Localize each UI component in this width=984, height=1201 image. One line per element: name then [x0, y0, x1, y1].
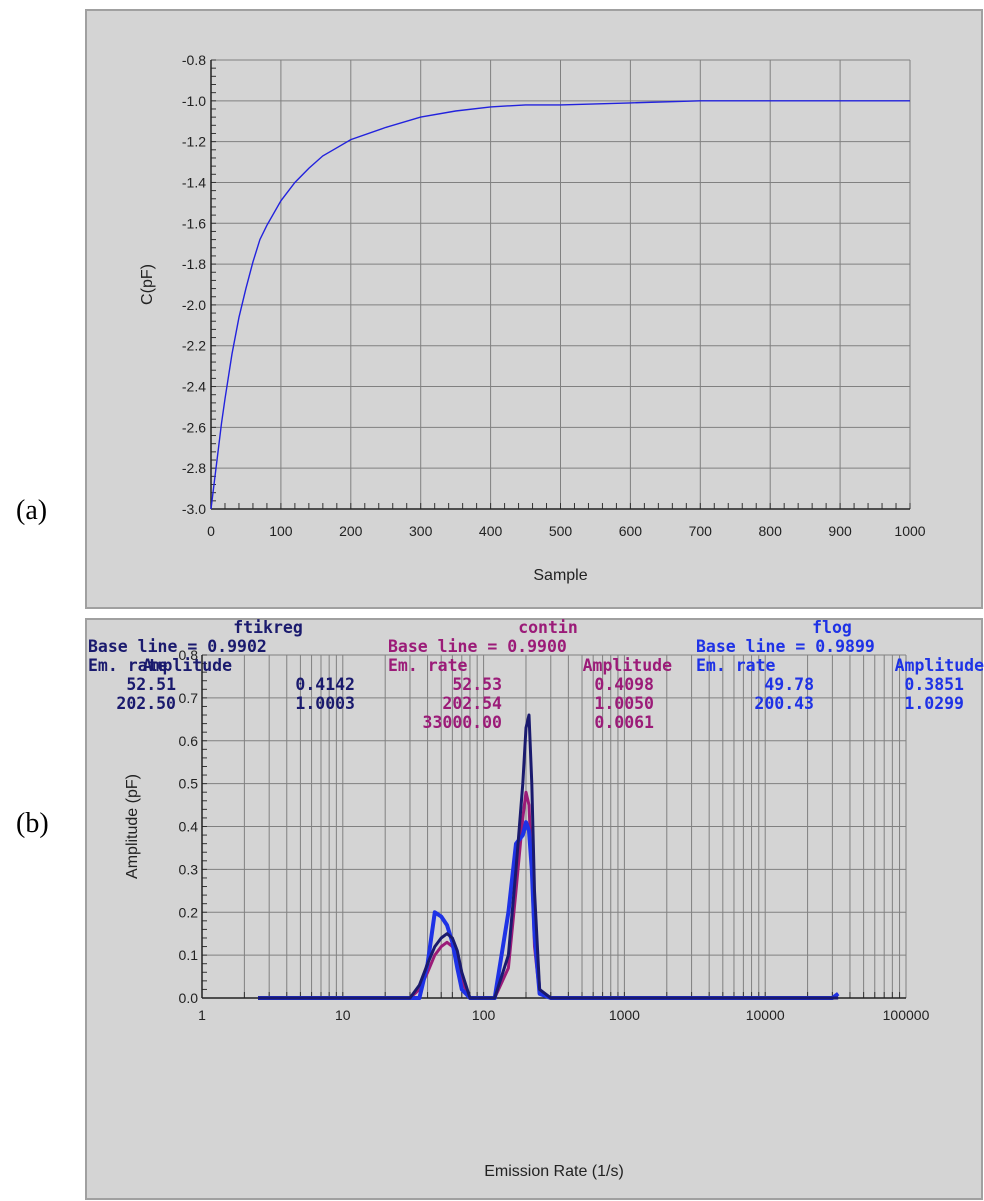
legend-ftikreg-name: ftikreg — [233, 618, 303, 637]
legend-ftikreg-rate-value: 202.50 — [116, 694, 176, 713]
panel-label-b: (b) — [16, 808, 49, 839]
x-tick-label: 0 — [207, 523, 215, 539]
y-tick-label: -0.8 — [182, 52, 206, 68]
x-axis-label: Emission Rate (1/s) — [484, 1163, 624, 1180]
legend-contin-amplitude-value: 0.0061 — [594, 713, 654, 732]
legend-contin-baseline: Base line = 0.9900 — [388, 637, 567, 656]
x-tick-label: 1000 — [894, 523, 925, 539]
legend-ftikreg-rate-value: 52.51 — [126, 675, 176, 694]
y-axis-label: Amplitude (pF) — [124, 774, 141, 879]
y-tick-label: -1.2 — [182, 134, 206, 150]
legend-flog-rate-value: 49.78 — [764, 675, 814, 694]
y-tick-label: -3.0 — [182, 501, 206, 517]
x-tick-label: 100000 — [883, 1007, 930, 1023]
legend-contin-rate-value: 33000.00 — [423, 713, 502, 732]
x-tick-label: 1000 — [609, 1007, 640, 1023]
x-tick-label: 10 — [335, 1007, 351, 1023]
legend-flog-name: flog — [812, 618, 852, 637]
y-tick-label: 0.2 — [179, 904, 199, 920]
legend-flog-col-emrate: Em. rate — [696, 656, 776, 675]
x-tick-label: 100 — [472, 1007, 496, 1023]
y-tick-label: -1.8 — [182, 256, 206, 272]
panel-label-a: (a) — [16, 495, 48, 526]
legend-contin-rate-value: 52.53 — [452, 675, 502, 694]
legend-flog-col-amplitude: Amplitude — [895, 656, 984, 675]
legend-contin-name: contin — [518, 618, 578, 637]
legend-ftikreg-col-emrate: Em. rate — [88, 656, 168, 675]
x-tick-label: 700 — [689, 523, 713, 539]
legend-contin-col-amplitude: Amplitude — [583, 656, 672, 675]
legend-ftikreg-amplitude-value: 1.0003 — [295, 694, 355, 713]
legend-contin-rate-value: 202.54 — [442, 694, 502, 713]
y-tick-label: -2.4 — [182, 379, 206, 395]
x-tick-label: 800 — [759, 523, 783, 539]
x-tick-label: 1 — [198, 1007, 206, 1023]
x-tick-label: 200 — [339, 523, 363, 539]
series-line — [210, 100, 910, 510]
chart-b: 1 10 100 1000 10000 100000 0.0 0.1 0.2 0.3 0.4 0.5 0… — [85, 618, 984, 1200]
y-tick-label: 0.3 — [179, 861, 199, 877]
y-tick-label: 0.7 — [179, 690, 199, 706]
x-tick-label: 10000 — [746, 1007, 785, 1023]
y-tick-label: 0.5 — [179, 776, 199, 792]
y-tick-label: 0.4 — [179, 819, 199, 835]
y-tick-label: -2.0 — [182, 297, 206, 313]
x-tick-label: 500 — [549, 523, 573, 539]
legend-ftikreg-amplitude-value: 0.4142 — [295, 675, 355, 694]
legend-flog-amplitude-value: 1.0299 — [904, 694, 964, 713]
x-tick-label: 300 — [409, 523, 433, 539]
x-tick-label: 900 — [828, 523, 852, 539]
legend-flog-baseline: Base line = 0.9899 — [696, 637, 875, 656]
legend-contin-amplitude-value: 0.4098 — [594, 675, 654, 694]
legend-flog-amplitude-value: 0.3851 — [904, 675, 964, 694]
y-tick-label: 0.8 — [179, 647, 199, 663]
x-tick-label: 100 — [269, 523, 293, 539]
legend-contin-col-emrate: Em. rate — [388, 656, 468, 675]
x-axis-label: Sample — [533, 567, 587, 584]
chart-a: 0 100 200 300 400 500 600 700 800 900 1000 -3.0 -2.8… — [85, 9, 983, 609]
legend-ftikreg-col-amplitude: Amplitude — [143, 656, 232, 675]
y-tick-label: -1.6 — [182, 215, 206, 231]
legend-flog-rate-value: 200.43 — [754, 694, 814, 713]
y-tick-label: -1.4 — [182, 174, 206, 190]
y-tick-label: -2.2 — [182, 338, 206, 354]
y-tick-label: -2.8 — [182, 460, 206, 476]
legend-ftikreg-baseline: Base line = 0.9902 — [88, 637, 267, 656]
series-line-ftikreg — [258, 713, 839, 1000]
x-tick-label: 400 — [479, 523, 503, 539]
y-tick-label: -2.6 — [182, 419, 206, 435]
legend-contin-amplitude-value: 1.0050 — [594, 694, 654, 713]
y-tick-label: 0.1 — [179, 947, 199, 963]
y-tick-label: -1.0 — [182, 93, 206, 109]
y-tick-label: 0.0 — [179, 990, 199, 1006]
panel-a-background — [85, 9, 983, 609]
y-axis-label: C(pF) — [139, 264, 156, 305]
y-tick-label: 0.6 — [179, 733, 199, 749]
x-tick-label: 600 — [619, 523, 643, 539]
